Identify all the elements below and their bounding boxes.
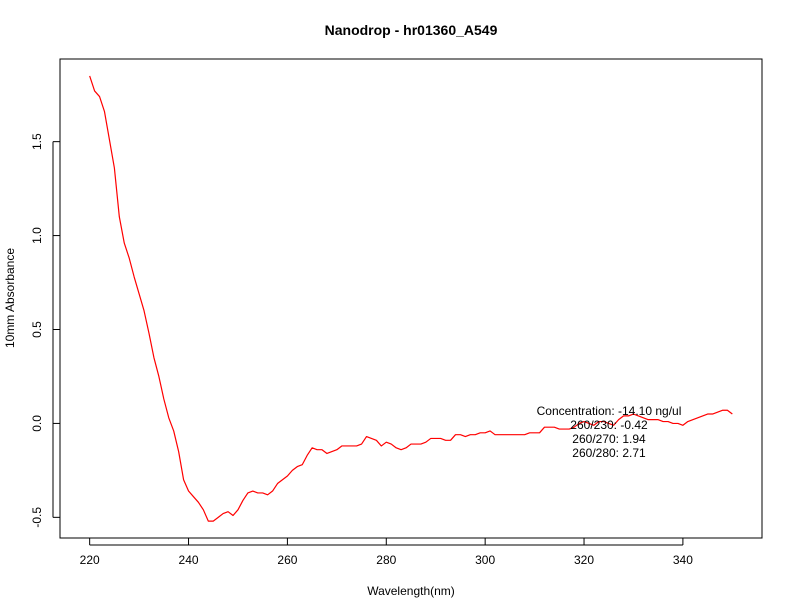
y-axis-label: 10mm Absorbance [3, 248, 17, 348]
x-axis: 220 240 260 280 300 320 340 [80, 538, 693, 567]
x-tick-label: 280 [376, 553, 396, 567]
y-tick-label: 0.0 [30, 415, 44, 432]
plot-frame [59, 58, 763, 539]
x-tick-label: 300 [475, 553, 495, 567]
series-layer [89, 75, 733, 522]
y-tick-label: 1.5 [30, 133, 44, 150]
annotation-line: 260/270: 1.94 [572, 432, 646, 446]
y-tick-label: 1.0 [30, 227, 44, 244]
y-tick-label: 0.5 [30, 321, 44, 338]
absorbance-line [89, 75, 733, 522]
x-tick-label: 340 [673, 553, 693, 567]
y-axis: -0.5 0.0 0.5 1.0 1.5 [30, 133, 60, 528]
x-tick-label: 240 [179, 553, 199, 567]
x-tick-label: 320 [574, 553, 594, 567]
x-tick-label: 220 [80, 553, 100, 567]
annotation-line: 260/230: -0.42 [570, 418, 648, 432]
annotation-line: 260/280: 2.71 [572, 446, 646, 460]
annotation-line: Concentration: -14.10 ng/ul [537, 404, 682, 418]
x-tick-label: 260 [277, 553, 297, 567]
chart-title: Nanodrop - hr01360_A549 [325, 22, 498, 38]
x-axis-label: Wavelength(nm) [367, 584, 455, 598]
y-tick-label: -0.5 [30, 507, 44, 528]
